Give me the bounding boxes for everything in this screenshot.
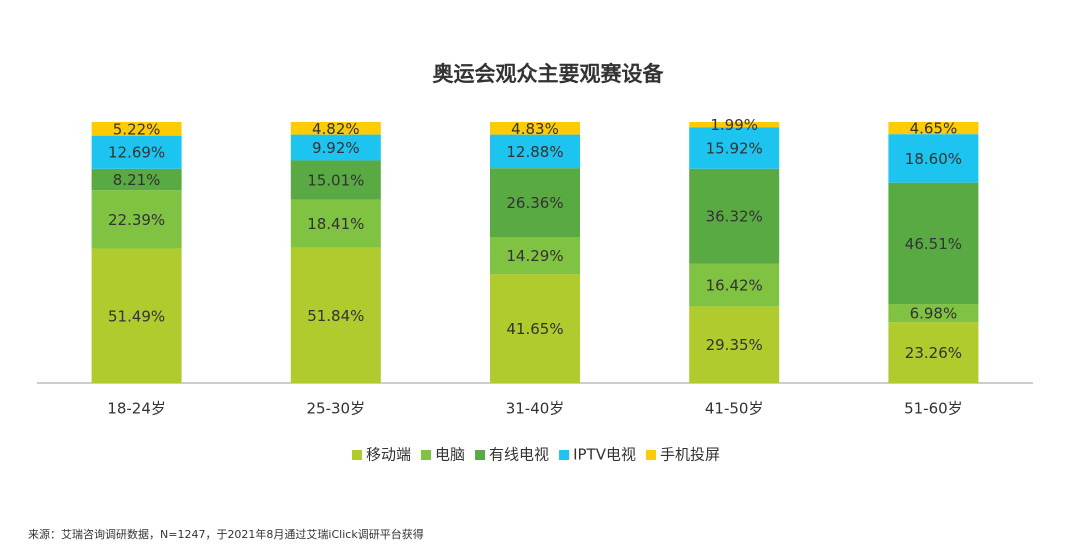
bar-segment <box>888 134 979 183</box>
bar-segment <box>91 168 182 191</box>
legend-label: IPTV电视 <box>573 446 636 464</box>
bar-segment <box>290 122 381 135</box>
bar-segment <box>91 190 182 249</box>
legend-swatch <box>421 450 432 460</box>
legend-label: 移动端 <box>366 446 411 464</box>
value-label: 1.99% <box>710 116 758 134</box>
bar-segment <box>689 263 780 307</box>
bar-segment <box>490 168 580 237</box>
x-tick-label: 31-40岁 <box>506 400 565 418</box>
value-label: 6.98% <box>910 305 958 323</box>
value-label: 4.82% <box>312 120 360 138</box>
value-label: 41.65% <box>506 320 563 338</box>
value-label: 51.49% <box>108 307 165 325</box>
bar-segment <box>689 306 780 383</box>
legend-label: 有线电视 <box>489 446 549 464</box>
bar-segment <box>888 304 979 323</box>
x-tick-label: 41-50岁 <box>705 400 764 418</box>
value-label: 22.39% <box>108 211 165 229</box>
value-label: 4.83% <box>511 120 559 138</box>
value-label: 23.26% <box>905 344 962 362</box>
legend-swatch <box>559 450 570 460</box>
bar-segment <box>290 134 381 161</box>
bar-segment <box>91 135 182 169</box>
value-label: 8.21% <box>113 171 161 189</box>
bar-segment <box>888 122 979 135</box>
legend-swatch <box>645 450 656 460</box>
value-label: 12.88% <box>506 143 563 161</box>
bar-segment <box>689 122 780 128</box>
value-label: 46.51% <box>905 235 962 253</box>
bar-segment <box>689 127 780 169</box>
value-label: 36.32% <box>706 208 763 226</box>
legend-label: 电脑 <box>435 446 465 464</box>
x-tick-label: 18-24岁 <box>107 400 166 418</box>
legend-label: 手机投屏 <box>660 446 720 464</box>
value-label: 4.65% <box>910 120 958 138</box>
value-label: 16.42% <box>706 276 763 294</box>
bar-segment <box>888 322 979 383</box>
bar-segment <box>490 121 580 135</box>
chart-title: 奥运会观众主要观赛设备 <box>433 62 665 86</box>
value-label: 29.35% <box>706 336 763 354</box>
value-label: 18.60% <box>905 150 962 168</box>
value-label: 51.84% <box>307 307 364 325</box>
bar-segment <box>888 182 979 305</box>
value-label: 12.69% <box>108 144 165 162</box>
bar-segment <box>290 247 381 383</box>
bar-segment <box>91 248 182 383</box>
source-note: 来源：艾瑞咨询调研数据，N=1247，于2021年8月通过艾瑞iClick调研平… <box>28 527 424 541</box>
bar-segment <box>490 236 580 275</box>
value-label: 26.36% <box>506 194 563 212</box>
x-tick-label: 51-60岁 <box>904 400 963 418</box>
legend-swatch <box>352 450 363 460</box>
value-label: 15.92% <box>706 139 763 157</box>
x-tick-label: 25-30岁 <box>307 400 366 418</box>
bar-segment <box>490 134 580 169</box>
bar-segment <box>689 168 780 264</box>
value-label: 15.01% <box>307 172 364 190</box>
value-label: 9.92% <box>312 139 360 157</box>
bar-segment <box>290 199 381 248</box>
value-label: 5.22% <box>113 120 161 138</box>
bar-segment <box>290 160 381 200</box>
bar-segment <box>91 122 182 136</box>
value-label: 18.41% <box>307 215 364 233</box>
bar-segment <box>490 274 580 383</box>
legend-swatch <box>475 450 486 460</box>
value-label: 14.29% <box>506 247 563 265</box>
